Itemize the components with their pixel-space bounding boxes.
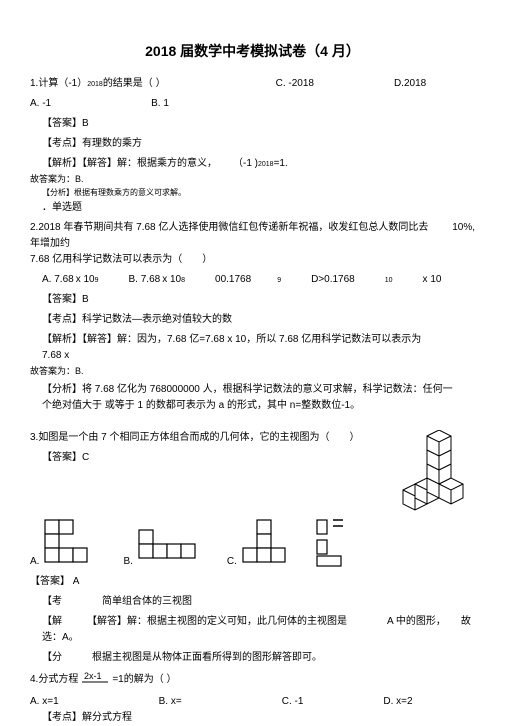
q2-optD-x: x 10 xyxy=(423,272,442,288)
q1-fx: 【分析】根据有理数乘方的意义可求解。 xyxy=(42,187,475,200)
q2-optD-exp: 10 xyxy=(385,275,393,286)
q4-kp: 【考点】解分式方程 xyxy=(42,710,475,726)
q3-optC: C. xyxy=(227,554,237,570)
q2-jx-a: 【解析】【解答】解：因为，7.68 亿=7.68 x 10 xyxy=(42,332,246,348)
q1-stem-pre: 1.计算（-1） xyxy=(30,76,87,92)
q2-optA-x: x 10 xyxy=(76,272,95,288)
page-title: 2018 届数学中考模拟试卷（4 月） xyxy=(30,40,475,62)
choice-b-icon xyxy=(137,528,199,570)
q1-jx: 【解析】【解答】解：根据乘方的意义， （-1 ) 2018 =1. xyxy=(42,156,475,172)
q4-optB: B. x= xyxy=(159,694,182,710)
q2-optD: D>0.1768 xyxy=(311,272,355,288)
q2-jx-mid: ，所以 7.68 亿用科学记数法可以表示为 xyxy=(246,332,421,348)
q1-sub: ．单选题 xyxy=(42,200,475,216)
q2-optC-exp: 9 xyxy=(277,275,281,286)
q3-jx: 【解 【解答】解：根据主视图的定义可知，此几何体的主视图是 A 中的图形， 故选… xyxy=(42,614,475,646)
q3-optB: B. xyxy=(123,554,132,570)
q4-optD: D. x=2 xyxy=(383,694,412,710)
q1-stem-post: 的结果是（ ） xyxy=(103,76,166,92)
q2-stem-a-row: 2.2018 年春节期间共有 7.68 亿人选择使用微信红包传递新年祝福，收发红… xyxy=(30,220,475,252)
q2-jx: 【解析】【解答】解：因为，7.68 亿=7.68 x 10 ，所以 7.68 亿… xyxy=(42,332,475,364)
q2-stem-a: 2.2018 年春节期间共有 7.68 亿人选择使用微信红包传递新年祝福，收发红… xyxy=(30,220,432,252)
q2-optB-exp: 8 xyxy=(181,275,185,286)
q4-optC: C. -1 xyxy=(282,694,304,710)
q3-main-figure xyxy=(397,430,475,512)
q1-jx-post: =1. xyxy=(274,156,288,172)
q2-jx-end: 7.68 x xyxy=(42,348,69,364)
q2-ans: 【答案】B xyxy=(42,292,475,308)
exam-page: 2018 届数学中考模拟试卷（4 月） 1.计算（-1） 2018 的结果是（ … xyxy=(0,0,505,714)
q4-stem: 4.分式方程 2x-1 =1的解为（ ） xyxy=(30,670,475,690)
q3-choice-a: A. xyxy=(30,518,95,570)
q3-kp: 【考 简单组合体的三视图 xyxy=(42,594,475,610)
q4-opts: A. x=1 B. x= C. -1 D. x=2 xyxy=(30,694,475,710)
q3-choice-b: B. xyxy=(123,528,198,570)
q3-optA: A. xyxy=(30,554,39,570)
choice-d-icon xyxy=(315,518,345,570)
q4-stem-post: =1的解为（ ） xyxy=(112,672,176,688)
q1-jx-pre: 【解析】【解答】解：根据乘方的意义， xyxy=(42,156,217,172)
choice-c-icon xyxy=(241,518,287,570)
q1-stem-exp: 2018 xyxy=(87,79,103,90)
q1-ab-row: A. -1 B. 1 xyxy=(30,96,475,112)
q1-so: 故答案为：B. xyxy=(30,172,475,186)
q3-ans: 【答案】 A xyxy=(30,574,475,590)
q1-optD: D.2018 xyxy=(394,76,426,92)
q2-stem-b: 7.68 亿用科学记数法可以表示为（ ） xyxy=(30,252,475,268)
q1-jx-mid: （-1 ) xyxy=(233,156,258,172)
q2-optA-pre: A. 7.68 xyxy=(42,272,74,288)
q2-kp: 【考点】科学记数法—表示绝对值较大的数 xyxy=(42,312,475,328)
q2-optA-exp: 9 xyxy=(95,275,99,286)
q1-row: 1.计算（-1） 2018 的结果是（ ） C. -2018 D.2018 xyxy=(30,76,475,92)
q2-optC: 00.1768 xyxy=(215,272,251,288)
q4-stem-pre: 4.分式方程 xyxy=(30,672,78,688)
cube-figure-icon xyxy=(397,430,475,512)
q2-optB-pre: B. 7.68 xyxy=(129,272,161,288)
q3-choice-c: C. xyxy=(227,518,287,570)
q2-fx: 【分析】将 7.68 亿化为 768000000 人，根据科学记数法的意义可求解… xyxy=(42,382,462,414)
q2-pct: 10%, xyxy=(452,220,475,236)
q2-optB-x: x 10 xyxy=(162,272,181,288)
q1-optA: A. -1 xyxy=(30,96,51,112)
q1-ans: 【答案】B xyxy=(42,116,475,132)
q1-jx-exp: 2018 xyxy=(258,159,274,170)
q2-opts: A. 7.68 x 10 9 B. 7.68 x 10 8 00.1768 9 … xyxy=(30,272,475,288)
q4-frac-top: 2x-1 xyxy=(84,671,102,681)
q3-choices: A. B. xyxy=(30,518,475,570)
choice-a-icon xyxy=(43,518,95,570)
q1-optC: C. -2018 xyxy=(276,76,314,92)
q4-fraction: 2x-1 xyxy=(80,670,110,690)
q1-optB: B. 1 xyxy=(151,96,169,112)
q1-kp: 【考点】有理数的乘方 xyxy=(42,136,475,152)
q4-optA: A. x=1 xyxy=(30,694,59,710)
q3-choice-d xyxy=(315,518,345,570)
q2-so: 故答案为：B. xyxy=(30,364,475,378)
q3-block: 3.如图是一个由 7 个相同正方体组合而成的几何体，它的主视图为（ ） 【答案】… xyxy=(30,430,475,570)
q3-fx: 【分 根据主视图是从物体正面看所得到的图形解答即可。 xyxy=(42,650,475,666)
